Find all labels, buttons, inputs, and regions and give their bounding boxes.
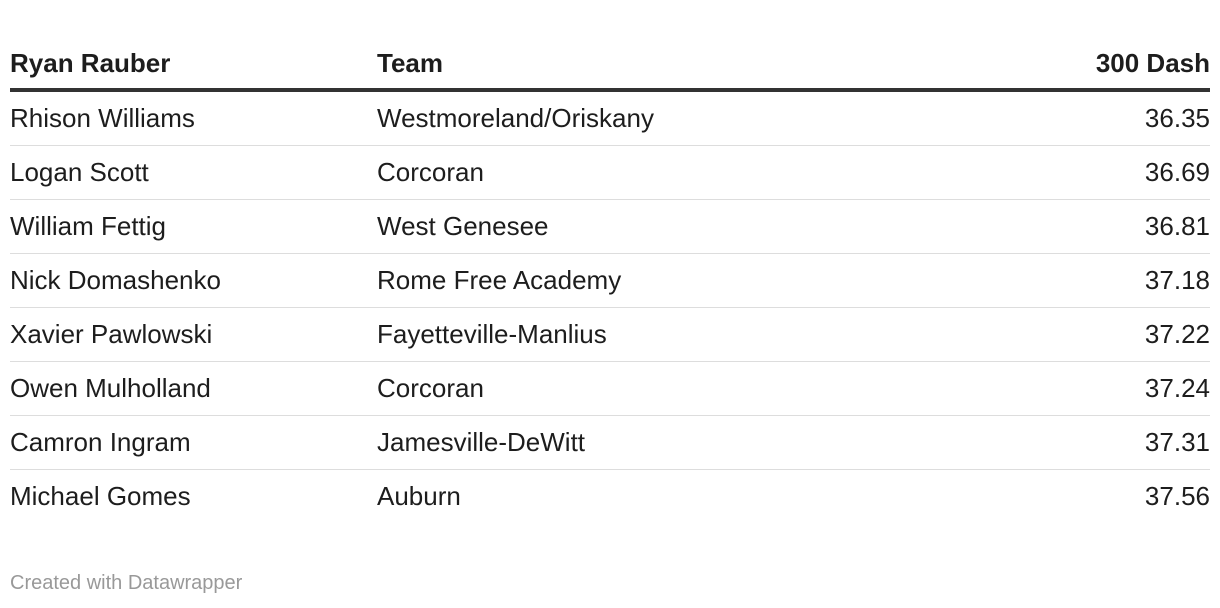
table-cell: 37.56 (1144, 481, 1210, 511)
table-cell: William Fettig (10, 199, 377, 254)
table-row: Xavier Pawlowski Fayetteville-Manlius 37.2… (10, 307, 1210, 362)
table-row: Rhison Williams Westmoreland/Oriskany 36.3… (10, 90, 1210, 146)
table-cell: Michael Gomes (10, 481, 191, 511)
table-cell: Fayetteville-Manlius (377, 307, 967, 362)
table-cell: 36.81 (966, 199, 1210, 254)
table-row: Michael Gomes Auburn 37.56 (10, 470, 1210, 524)
table-cell: Westmoreland/Oriskany (377, 90, 967, 146)
table-cell: Owen Mulholland (10, 361, 377, 416)
table-cell: 37.31 (966, 415, 1210, 470)
table-cell: Xavier Pawlowski (10, 307, 377, 362)
table-cell: Corcoran (377, 361, 967, 416)
table-row: Owen Mulholland Corcoran 37.24 (10, 361, 1210, 416)
header-cell: Ryan Rauber (10, 38, 377, 92)
table-cell: 37.18 (966, 253, 1210, 308)
table-cell: West Genesee (377, 199, 967, 254)
table-cell: Jamesville-DeWitt (377, 415, 967, 470)
table-row: Nick Domashenko Rome Free Academy 37.18 (10, 253, 1210, 308)
table-cell: Nick Domashenko (10, 253, 377, 308)
table-cell: Logan Scott (10, 145, 377, 200)
header-cell: Team (377, 38, 967, 92)
header-row: Ryan Rauber Team 300 Dash (10, 38, 1210, 92)
table-cell: Rome Free Academy (377, 253, 967, 308)
table-cell: 36.69 (966, 145, 1210, 200)
table-row: Camron Ingram Jamesville-DeWitt 37.31 (10, 415, 1210, 470)
table-cell: Camron Ingram (10, 415, 377, 470)
table-cell: 36.35 (966, 90, 1210, 146)
table-cell: Auburn (377, 481, 461, 511)
header-cell: 300 Dash (966, 38, 1210, 92)
table-cell: 37.24 (966, 361, 1210, 416)
table-row: William Fettig West Genesee 36.81 (10, 199, 1210, 254)
table-cell: Corcoran (377, 145, 967, 200)
table: Ryan Rauber Team 300 Dash Rhison Williams W… (10, 38, 1210, 523)
table-cell: Rhison Williams (10, 90, 377, 146)
footer: Created with Datawrapper (10, 572, 243, 594)
table-cell: 37.22 (966, 307, 1210, 362)
table-row: Logan Scott Corcoran 36.69 (10, 145, 1210, 200)
table-body: Rhison Williams Westmoreland/Oriskany 36.3… (10, 90, 1210, 523)
